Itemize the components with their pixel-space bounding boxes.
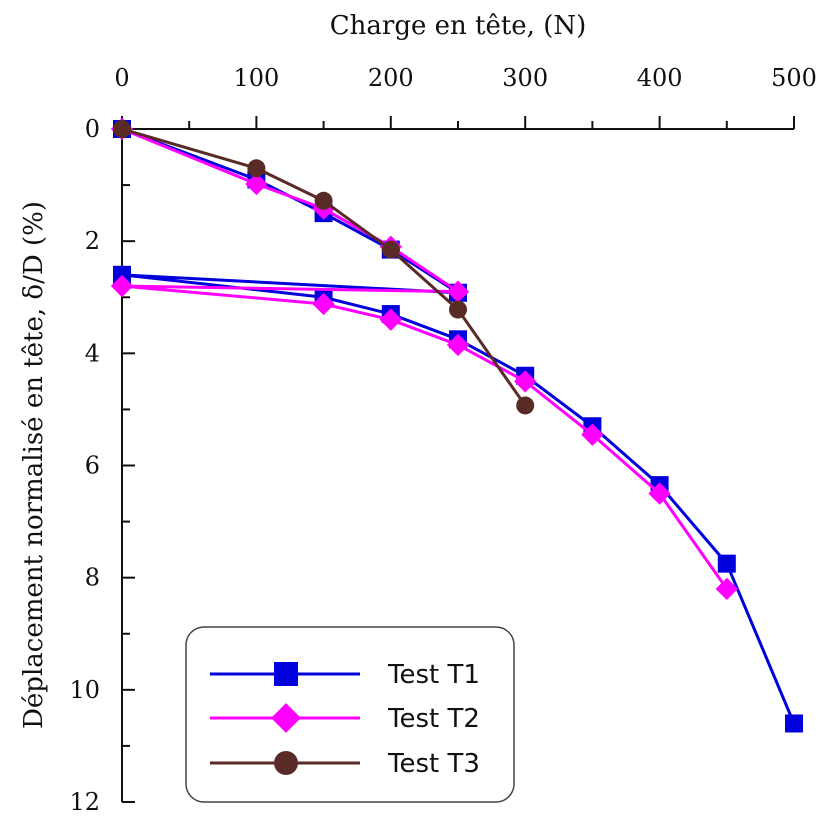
data-point-diamond xyxy=(446,280,470,303)
data-point-circle xyxy=(516,396,535,415)
series-line xyxy=(120,127,729,590)
data-point-diamond xyxy=(446,333,470,357)
y-tick-label: 8 xyxy=(85,564,100,592)
x-tick-label: 300 xyxy=(502,64,548,92)
y-tick-label: 4 xyxy=(85,339,100,367)
data-point-diamond xyxy=(245,172,268,196)
y-tick-label: 6 xyxy=(85,452,100,480)
data-point-diamond xyxy=(312,292,335,316)
legend-label: Test T2 xyxy=(387,704,480,734)
x-tick-label: 200 xyxy=(368,64,414,92)
legend-label: Test T3 xyxy=(387,749,480,779)
series-line xyxy=(120,127,796,725)
axes: 0 100 200 300 400 500 0 2 4 6 8 10 12 xyxy=(69,64,816,816)
series-3 xyxy=(113,120,535,415)
data-point-square xyxy=(274,662,298,686)
legend-label: Test T1 xyxy=(387,660,480,690)
y-tick-label: 12 xyxy=(69,788,100,816)
data-point-diamond xyxy=(379,308,402,331)
data-point-square xyxy=(113,265,131,284)
y-tick-label: 2 xyxy=(85,227,100,255)
data-point-diamond xyxy=(514,370,537,393)
data-point-circle xyxy=(274,751,298,775)
data-point-circle xyxy=(314,191,333,210)
y-axis-title: Déplacement normalisé en tête, δ/D (%) xyxy=(19,201,49,729)
data-point-diamond xyxy=(715,577,738,601)
x-tick-label: 0 xyxy=(114,64,129,92)
series-line xyxy=(121,127,527,407)
x-tick-label: 400 xyxy=(637,64,683,92)
series-layer xyxy=(110,117,803,733)
series-2 xyxy=(110,117,738,601)
data-point-square xyxy=(717,554,736,573)
y-tick-label: 10 xyxy=(69,676,100,704)
data-point-square xyxy=(785,714,803,733)
data-point-circle xyxy=(449,300,467,319)
legend-entry-2: Test T2 xyxy=(210,703,480,734)
data-point-diamond xyxy=(110,274,134,298)
legend: Test T1 Test T2 Test T3 xyxy=(185,626,515,803)
legend-entry-1: Test T1 xyxy=(210,660,480,690)
x-tick-label: 100 xyxy=(233,64,279,92)
data-point-diamond xyxy=(581,423,604,446)
data-point-circle xyxy=(247,159,266,178)
data-point-circle xyxy=(381,240,400,259)
legend-entry-3: Test T3 xyxy=(210,749,480,779)
data-point-diamond xyxy=(648,482,671,505)
x-tick-label: 500 xyxy=(771,64,817,92)
y-tick-label: 0 xyxy=(85,115,100,143)
x-axis-title: Charge en tête, (N) xyxy=(330,11,587,41)
legend-box xyxy=(185,626,515,803)
data-point-diamond xyxy=(271,703,301,733)
data-point-circle xyxy=(113,120,131,138)
